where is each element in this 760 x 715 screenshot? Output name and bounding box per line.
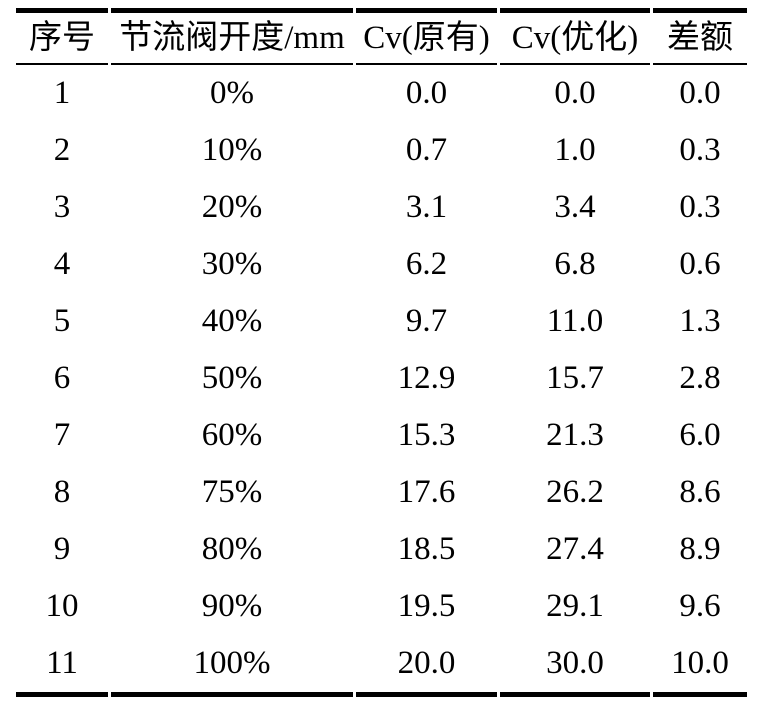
table-cell: 60% [201, 417, 263, 453]
table-cell: 5 [53, 303, 71, 339]
table-cell: 10 [45, 588, 79, 624]
table-cell: 0.3 [679, 189, 721, 225]
column-header-valve-opening: 节流阀开度/mm [111, 8, 353, 65]
table-cell: 26.2 [546, 474, 604, 510]
table-cell: 15.7 [546, 360, 604, 396]
table-cell: 6.0 [679, 417, 721, 453]
table-cell: 11.0 [546, 303, 604, 339]
table-cell: 0% [210, 75, 254, 111]
table-cell: 75% [201, 474, 263, 510]
table-cell: 8.6 [679, 474, 721, 510]
table-cell: 2.8 [679, 360, 721, 396]
table-cell: 3.1 [405, 189, 448, 225]
table-cell: 20.0 [356, 635, 497, 697]
table-row: 7 60% 15.3 21.3 6.0 [16, 407, 747, 464]
table-body: 1 0% 0.0 0.0 0.0 2 10% 0.7 1.0 0.3 3 20% 3.1 3.4 0.3 4 3… [16, 65, 747, 697]
table-row: 8 75% 17.6 26.2 8.6 [16, 464, 747, 521]
table-cell: 4 [53, 246, 71, 282]
table-cell: 7 [53, 417, 71, 453]
table-cell: 0.0 [405, 75, 448, 111]
table-cell: 9 [53, 531, 71, 567]
table-cell: 30% [201, 246, 263, 282]
table-cell: 0.6 [679, 246, 721, 282]
table-cell: 8.9 [679, 531, 721, 567]
table-cell: 0.0 [554, 75, 596, 111]
table-cell: 29.1 [546, 588, 604, 624]
table-cell: 19.5 [397, 588, 456, 624]
table-row: 9 80% 18.5 27.4 8.9 [16, 521, 747, 578]
table-cell: 11 [16, 635, 108, 697]
table-cell: 90% [201, 588, 263, 624]
table-cell: 10.0 [653, 635, 747, 697]
table-cell: 3.4 [554, 189, 596, 225]
table-row: 3 20% 3.1 3.4 0.3 [16, 179, 747, 236]
table-row: 10 90% 19.5 29.1 9.6 [16, 578, 747, 635]
table-cell: 8 [53, 474, 71, 510]
table-cell: 10% [201, 132, 263, 168]
table-cell: 1.3 [679, 303, 721, 339]
table-cell: 40% [201, 303, 263, 339]
data-table: 序号 节流阀开度/mm Cv(原有) Cv(优化) 差额 1 0% 0.0 0.0 0.… [13, 8, 750, 697]
table-cell: 100% [111, 635, 353, 697]
header-row: 序号 节流阀开度/mm Cv(原有) Cv(优化) 差额 [16, 8, 747, 65]
table-cell: 17.6 [397, 474, 456, 510]
column-header-difference: 差额 [653, 8, 747, 65]
table-cell: 20% [201, 189, 263, 225]
table-row: 4 30% 6.2 6.8 0.6 [16, 236, 747, 293]
table-cell: 6.2 [405, 246, 448, 282]
table-cell: 1 [53, 75, 71, 111]
table-cell: 3 [53, 189, 71, 225]
table-cell: 0.0 [679, 75, 721, 111]
column-header-cv-optimized: Cv(优化) [500, 8, 650, 65]
table-cell: 0.7 [405, 132, 448, 168]
table-cell: 9.7 [405, 303, 448, 339]
table-row: 6 50% 12.9 15.7 2.8 [16, 350, 747, 407]
table-row: 11 100% 20.0 30.0 10.0 [16, 635, 747, 697]
table-cell: 0.3 [679, 132, 721, 168]
table-cell: 15.3 [397, 417, 456, 453]
table-cell: 21.3 [546, 417, 604, 453]
table-cell: 50% [201, 360, 263, 396]
table-cell: 18.5 [397, 531, 456, 567]
column-header-cv-original: Cv(原有) [356, 8, 497, 65]
table-cell: 6 [53, 360, 71, 396]
table-row: 2 10% 0.7 1.0 0.3 [16, 122, 747, 179]
table-cell: 30.0 [500, 635, 650, 697]
table-cell: 9.6 [679, 588, 721, 624]
column-header-index: 序号 [16, 8, 108, 65]
table-cell: 1.0 [554, 132, 596, 168]
table-cell: 12.9 [397, 360, 456, 396]
table-cell: 27.4 [546, 531, 604, 567]
table-row: 1 0% 0.0 0.0 0.0 [16, 65, 747, 122]
table-cell: 2 [53, 132, 71, 168]
table-cell: 80% [201, 531, 263, 567]
table-row: 5 40% 9.7 11.0 1.3 [16, 293, 747, 350]
table-cell: 6.8 [554, 246, 596, 282]
